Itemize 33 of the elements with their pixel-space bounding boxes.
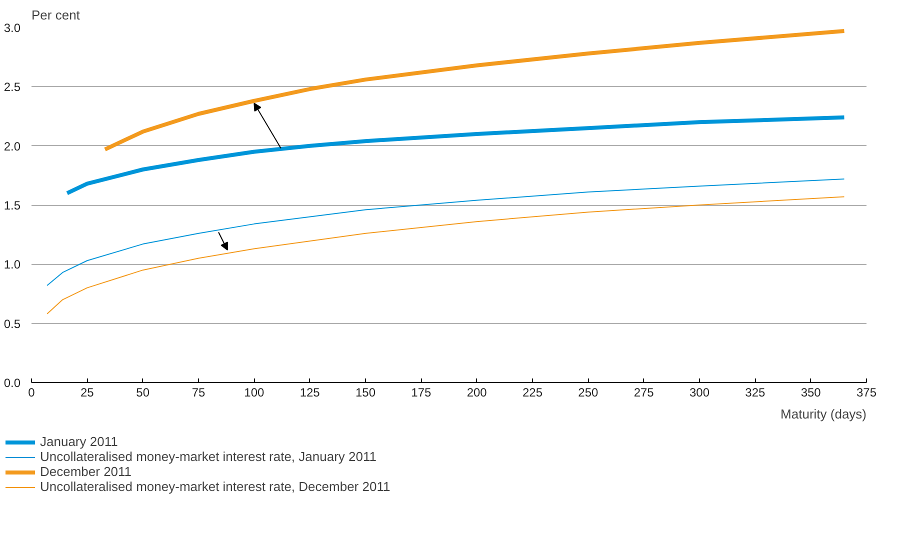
x-tick-label: 375 — [856, 386, 877, 400]
y-tick-label: 1.5 — [4, 198, 21, 212]
x-tick-label: 300 — [689, 386, 710, 400]
y-tick-label: 2.0 — [4, 139, 21, 154]
x-tick-label: 75 — [192, 386, 206, 400]
legend-label: January 2011 — [40, 434, 118, 449]
x-tick-label: 50 — [136, 386, 150, 400]
x-tick-label: 350 — [800, 386, 822, 400]
x-tick-label: 200 — [466, 386, 488, 400]
x-tick-label: 150 — [355, 386, 376, 400]
x-tick-label: 125 — [300, 386, 320, 400]
x-tick-label: 100 — [244, 386, 265, 400]
x-tick-label: 175 — [411, 386, 432, 400]
y-tick-label: 0.0 — [4, 376, 21, 390]
x-tick-label: 25 — [80, 386, 94, 400]
line-series — [46, 196, 845, 314]
y-tick-label: 1.0 — [4, 258, 21, 272]
x-tick-label: 250 — [578, 386, 599, 400]
legend-label: December 2011 — [40, 464, 132, 479]
x-tick-label: 325 — [745, 386, 766, 400]
line-series — [46, 178, 845, 286]
y-tick-label: 3.0 — [4, 21, 21, 35]
x-tick-label: 0 — [28, 386, 36, 400]
legend-label: Uncollateralised money-market interest rate, December 2011 — [40, 479, 390, 494]
line-series — [102, 29, 846, 152]
line-series — [65, 115, 846, 196]
x-tick-label: 225 — [522, 386, 543, 400]
y-tick-label: 2.5 — [4, 80, 21, 94]
legend-label: Uncollateralised money-market interest rate, January 2011 — [40, 449, 376, 464]
y-axis-title: Per cent — [32, 8, 80, 22]
x-axis-title: Maturity (days) — [780, 406, 867, 422]
y-tick-label: 0.5 — [4, 316, 21, 331]
x-tick-label: 275 — [634, 386, 654, 400]
